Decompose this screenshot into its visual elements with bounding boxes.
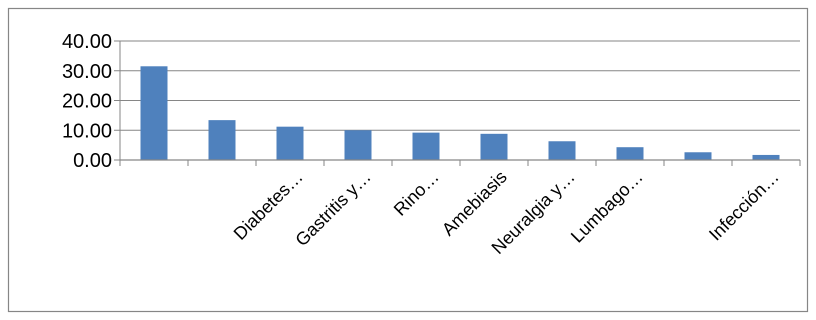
bar (548, 141, 576, 160)
bar (412, 132, 440, 160)
bar (684, 152, 712, 160)
bar (344, 130, 372, 160)
bar (752, 154, 780, 160)
bar (208, 120, 236, 160)
bars (140, 66, 780, 160)
y-tick-label: 40.00 (62, 31, 112, 53)
y-tick-label: 10.00 (62, 120, 112, 142)
y-tick-label: 30.00 (62, 61, 112, 83)
y-tick-label: 0.00 (73, 150, 112, 172)
y-tick-label: 20.00 (62, 91, 112, 113)
bar (616, 147, 644, 160)
bar (140, 66, 168, 160)
bar (276, 126, 304, 160)
y-tick-labels: 0.00 10.00 20.00 30.00 40.00 (62, 31, 112, 172)
axes (119, 41, 801, 166)
bar (480, 133, 508, 160)
